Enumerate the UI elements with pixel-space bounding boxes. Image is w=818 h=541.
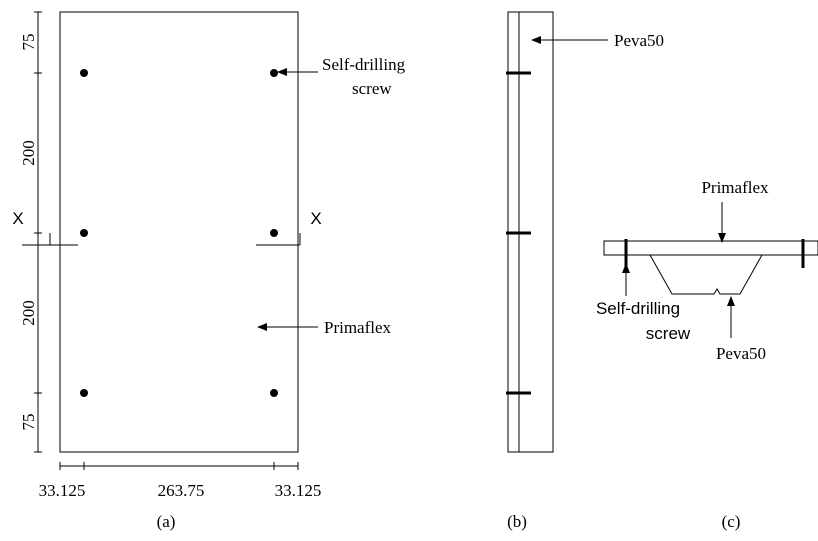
caption: (b) [507,512,527,531]
dimension-label: 75 [19,34,38,51]
callout-label: screw [352,79,392,98]
callout-label: Self-drilling [596,299,680,318]
dimension-label: 263.75 [158,481,205,500]
callout-label: Peva50 [614,31,664,50]
screws [80,69,278,397]
panel-outline [59,11,299,453]
callout-label: Self-drilling [322,55,406,74]
panel-b: Peva50 (b) [506,11,664,531]
dimension-label: 200 [19,300,38,326]
caption: (a) [157,512,176,531]
flange [603,240,818,256]
horizontal-dimension: 33.125 263.75 33.125 [39,462,322,500]
screw [80,69,88,77]
dimension-label: 33.125 [275,481,322,500]
callout-label: screw [646,324,691,343]
screw [270,69,278,77]
dimension-label: 75 [19,414,38,431]
dimension-label: 33.125 [39,481,86,500]
callout-label: Peva50 [716,344,766,363]
panel-a: 75 200 200 75 33.125 263.75 33.125 X X S… [12,11,406,531]
callout-label: Primaflex [701,178,769,197]
screw [270,229,278,237]
profile [649,254,763,295]
section-label: X [12,209,23,228]
dimension-label: 200 [19,140,38,166]
caption: (c) [722,512,741,531]
callout-label: Primaflex [324,318,392,337]
screw [270,389,278,397]
panel-c: Primaflex Self-drilling screw Peva50 (c) [596,178,818,531]
section-markers: X X [12,209,322,246]
vertical-dimension: 75 200 200 75 [19,11,42,453]
section-label: X [310,209,321,228]
screw [80,389,88,397]
screw [80,229,88,237]
